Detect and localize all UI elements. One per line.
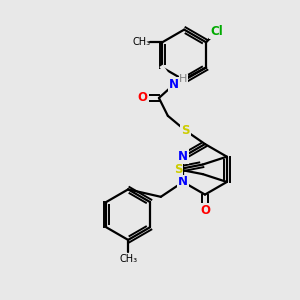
Text: O: O xyxy=(200,204,210,218)
Text: CH₃: CH₃ xyxy=(132,37,151,47)
Text: CH₃: CH₃ xyxy=(119,254,137,264)
Text: N: N xyxy=(178,176,188,188)
Text: H: H xyxy=(179,74,188,84)
Text: S: S xyxy=(182,124,190,137)
Text: O: O xyxy=(138,92,148,104)
Text: S: S xyxy=(174,163,182,176)
Text: N: N xyxy=(178,150,188,163)
Text: Cl: Cl xyxy=(210,26,223,38)
Text: N: N xyxy=(169,78,179,91)
